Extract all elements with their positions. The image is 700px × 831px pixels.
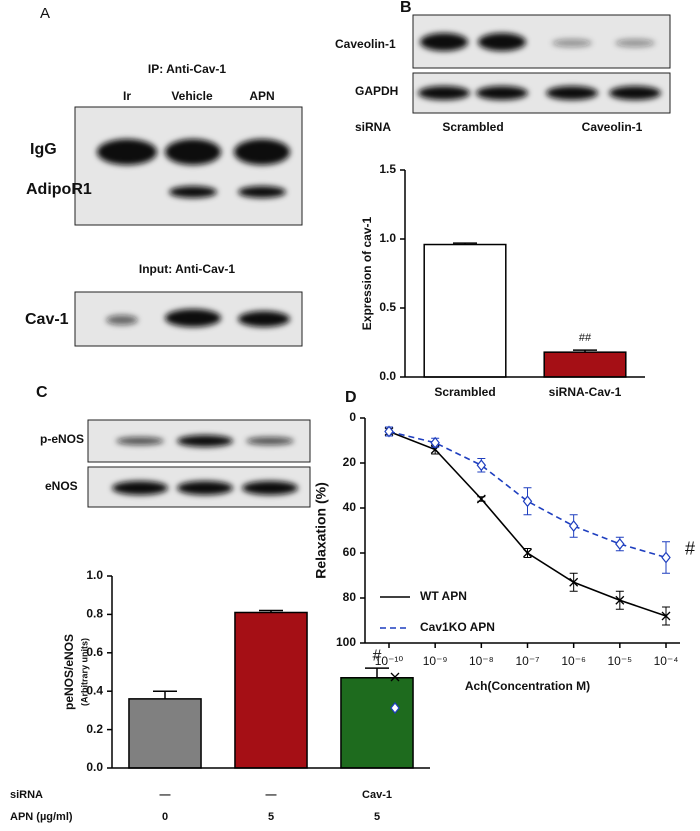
y-axis-subtitle: (Arbitrary units) <box>79 638 89 706</box>
row-label: siRNA <box>355 120 391 134</box>
group-label: Scrambled <box>442 120 503 134</box>
band-label: eNOS <box>45 479 78 493</box>
x-tick-label: 10⁻⁷ <box>515 654 539 668</box>
marker <box>568 520 579 532</box>
y-tick-label: 80 <box>343 590 357 604</box>
y-tick-label: 0.2 <box>86 722 103 736</box>
bar <box>234 611 308 769</box>
annotation: ## <box>579 332 592 344</box>
condition-value: 5 <box>374 811 380 823</box>
marker <box>476 459 487 472</box>
marker <box>661 611 671 621</box>
y-tick-label: 40 <box>343 500 357 514</box>
x-tick-label: 10⁻⁶ <box>561 654 586 668</box>
x-tick-label: 10⁻⁹ <box>423 654 448 668</box>
marker <box>390 672 400 682</box>
legend-label: Cav1KO APN <box>420 620 495 634</box>
condition-value: — <box>160 789 171 801</box>
bands <box>116 435 294 447</box>
band-label: Caveolin-1 <box>335 37 396 51</box>
bands <box>112 481 298 495</box>
band-label: p-eNOS <box>40 432 84 446</box>
bands <box>106 309 290 327</box>
condition-value: — <box>266 789 277 801</box>
panel-label: B <box>400 0 412 16</box>
bands <box>418 86 661 100</box>
y-tick-label: 1.0 <box>86 568 103 582</box>
y-tick-label: 0 <box>349 410 356 424</box>
x-tick-label: 10⁻¹⁰ <box>375 654 404 668</box>
bar <box>423 243 507 378</box>
marker <box>430 436 440 449</box>
x-tick-label: siRNA-Cav-1 <box>549 385 622 399</box>
group-label: Caveolin-1 <box>582 120 643 134</box>
lane-label: Ir <box>123 89 131 103</box>
y-tick-label: 1.0 <box>379 231 396 245</box>
condition-value: Cav-1 <box>362 789 392 801</box>
marker <box>384 425 394 438</box>
input-title: Input: Anti-Cav-1 <box>139 262 236 276</box>
band-label: IgG <box>30 141 57 158</box>
y-tick-label: 0.5 <box>379 300 396 314</box>
y-tick-label: 60 <box>343 545 357 559</box>
condition-label: siRNA <box>10 789 43 801</box>
y-tick-label: 1.5 <box>379 162 396 176</box>
marker <box>522 495 533 508</box>
y-tick-label: 0.4 <box>86 683 103 697</box>
x-tick-label: 10⁻⁵ <box>608 654 633 668</box>
ip-title: IP: Anti-Cav-1 <box>148 62 227 76</box>
bands <box>97 139 290 198</box>
y-axis-title: Expression of cav-1 <box>360 216 374 330</box>
bar <box>340 677 414 769</box>
y-tick-label: 100 <box>336 635 356 649</box>
y-axis-title: peNOS/eNOS <box>62 634 76 710</box>
bar <box>128 698 202 769</box>
marker <box>569 577 579 587</box>
y-tick-label: 20 <box>343 455 357 469</box>
legend-label: WT APN <box>420 589 467 603</box>
y-tick-label: 0.6 <box>86 645 103 659</box>
band-label: Cav-1 <box>25 311 69 328</box>
y-tick-label: 0.0 <box>379 369 396 383</box>
annotation: # <box>373 647 382 664</box>
y-axis-title: Relaxation (%) <box>313 482 329 578</box>
condition-value: 5 <box>268 811 274 823</box>
condition-label: APN (µg/ml) <box>10 811 73 823</box>
annotation: # <box>685 538 695 558</box>
x-tick-label: Scrambled <box>434 385 495 399</box>
x-tick-label: 10⁻⁸ <box>469 654 494 668</box>
marker <box>661 551 671 564</box>
marker <box>390 702 400 714</box>
blot <box>74 106 303 226</box>
panel-label: C <box>36 384 48 401</box>
bands <box>420 33 655 51</box>
y-tick-label: 0.0 <box>86 760 103 774</box>
marker <box>476 494 486 504</box>
panel-label: A <box>40 5 50 22</box>
panel-label: D <box>345 389 357 406</box>
band-label: AdipoR1 <box>26 181 92 198</box>
x-axis-title: Ach(Concentration M) <box>465 679 590 693</box>
bar <box>543 351 627 378</box>
marker <box>523 548 532 558</box>
band-label: GAPDH <box>355 84 398 98</box>
condition-value: 0 <box>162 811 168 823</box>
lane-label: APN <box>249 89 274 103</box>
lane-label: Vehicle <box>171 89 213 103</box>
x-tick-label: 10⁻⁴ <box>654 654 679 668</box>
marker <box>615 538 625 550</box>
marker <box>615 595 625 605</box>
y-tick-label: 0.8 <box>86 607 103 621</box>
